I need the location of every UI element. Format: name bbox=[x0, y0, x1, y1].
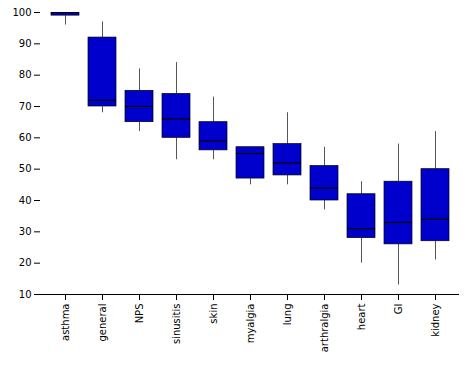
svg-text:arthralgia: arthralgia bbox=[319, 304, 330, 353]
svg-text:myalgia: myalgia bbox=[245, 304, 256, 344]
svg-text:90: 90 bbox=[19, 38, 32, 49]
svg-text:80: 80 bbox=[19, 69, 32, 80]
svg-text:60: 60 bbox=[19, 132, 32, 143]
svg-text:100: 100 bbox=[12, 7, 31, 18]
svg-text:GI: GI bbox=[393, 304, 404, 315]
svg-text:lung: lung bbox=[282, 304, 293, 326]
svg-text:heart: heart bbox=[356, 303, 367, 330]
svg-text:10: 10 bbox=[19, 289, 32, 300]
svg-text:sinusitis: sinusitis bbox=[171, 304, 182, 345]
svg-text:70: 70 bbox=[19, 101, 32, 112]
svg-text:NPS: NPS bbox=[134, 304, 145, 324]
svg-text:40: 40 bbox=[19, 195, 32, 206]
svg-text:asthma: asthma bbox=[60, 304, 71, 341]
svg-text:general: general bbox=[97, 304, 108, 342]
svg-text:50: 50 bbox=[19, 163, 32, 174]
svg-text:20: 20 bbox=[19, 257, 32, 268]
svg-text:30: 30 bbox=[19, 226, 32, 237]
svg-text:skin: skin bbox=[208, 304, 219, 324]
svg-text:kidney: kidney bbox=[430, 303, 441, 336]
